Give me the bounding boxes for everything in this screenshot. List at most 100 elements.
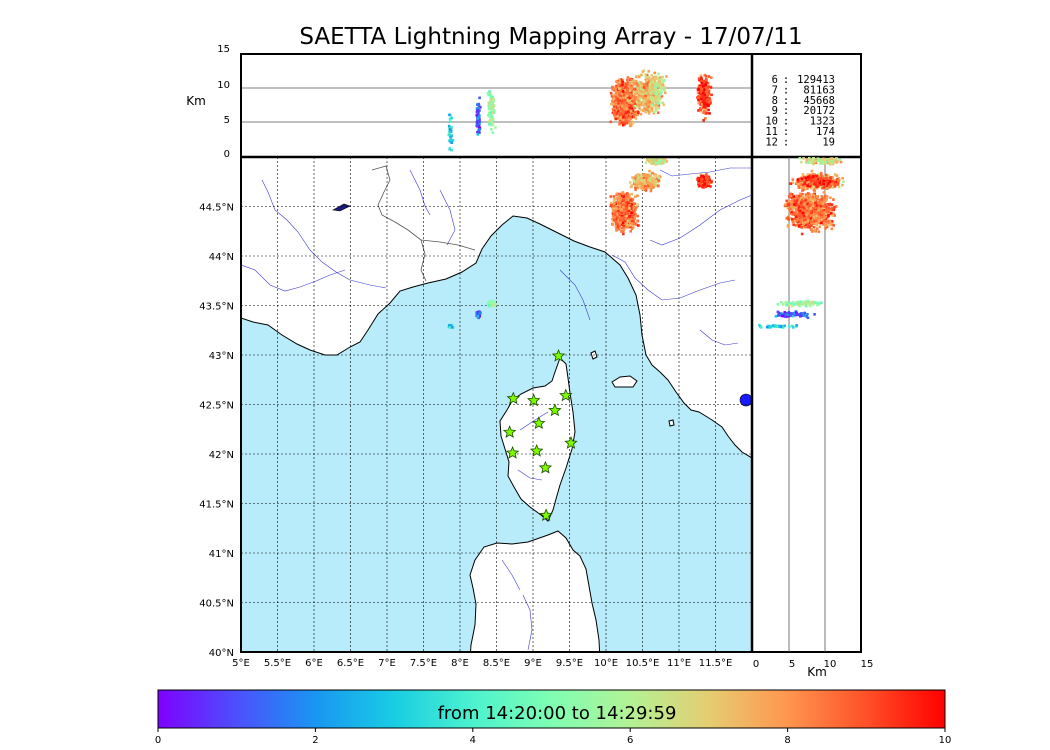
lightning-source bbox=[812, 158, 815, 161]
lightning-source bbox=[653, 181, 656, 184]
lightning-source bbox=[704, 83, 707, 87]
lightning-source bbox=[702, 84, 706, 87]
lightning-source bbox=[697, 87, 701, 91]
lightning-source bbox=[820, 174, 823, 178]
lightning-source bbox=[801, 209, 804, 213]
lightning-source bbox=[823, 210, 826, 214]
lightning-source bbox=[487, 301, 491, 305]
lightning-source bbox=[701, 85, 704, 88]
lightning-source bbox=[820, 209, 823, 213]
lightning-source bbox=[655, 103, 658, 107]
lightning-source bbox=[614, 98, 617, 102]
lightning-source bbox=[628, 112, 632, 116]
lightning-source bbox=[802, 188, 806, 191]
lightning-source bbox=[801, 211, 805, 215]
station-star-icon bbox=[551, 348, 566, 362]
lightning-source bbox=[622, 115, 625, 119]
lightning-source bbox=[634, 186, 637, 190]
lightning-source bbox=[825, 195, 829, 198]
lightning-source bbox=[626, 99, 630, 102]
lightning-source bbox=[820, 200, 823, 203]
lightning-source bbox=[621, 201, 625, 205]
lightning-source bbox=[707, 75, 711, 78]
lon-tick-label: 10.5°E bbox=[626, 658, 660, 669]
altitude-tick-10: 10 bbox=[217, 80, 230, 91]
lightning-source bbox=[704, 103, 708, 106]
lightning-source bbox=[657, 72, 660, 76]
lightning-source bbox=[841, 183, 844, 187]
lightning-source bbox=[802, 202, 806, 205]
lightning-source bbox=[619, 94, 622, 98]
lightning-source bbox=[647, 159, 651, 163]
lightning-source bbox=[805, 209, 809, 213]
lightning-source bbox=[648, 106, 652, 110]
lightning-source bbox=[823, 185, 826, 189]
lightning-source bbox=[810, 173, 814, 176]
lightning-source bbox=[615, 201, 619, 204]
lightning-source bbox=[628, 181, 632, 184]
lightning-source bbox=[622, 228, 626, 232]
lightning-source bbox=[629, 206, 633, 209]
lightning-source bbox=[813, 192, 816, 196]
rivers bbox=[241, 167, 752, 651]
lightning-source bbox=[697, 181, 700, 184]
lightning-source bbox=[811, 204, 815, 208]
altitude-lat-sources bbox=[757, 157, 845, 329]
altitude-lon-panel: Km 0 5 10 15 6:1294137:811638:456689:201… bbox=[186, 44, 862, 160]
lightning-source bbox=[642, 88, 645, 92]
lightning-source bbox=[637, 82, 641, 85]
lightning-source bbox=[827, 221, 831, 225]
lightning-source bbox=[626, 219, 630, 222]
lightning-source bbox=[614, 210, 618, 213]
lightning-source bbox=[640, 88, 643, 92]
lightning-source bbox=[615, 90, 619, 94]
lightning-source bbox=[649, 109, 653, 113]
lightning-source bbox=[799, 202, 803, 206]
lightning-source bbox=[616, 109, 620, 113]
lightning-source bbox=[809, 217, 813, 220]
lightning-source bbox=[615, 223, 618, 227]
lightning-source bbox=[647, 178, 650, 182]
lightning-source bbox=[632, 210, 636, 214]
lightning-source bbox=[634, 206, 637, 209]
lightning-source bbox=[609, 120, 613, 124]
lightning-source bbox=[699, 182, 702, 186]
lightning-source bbox=[625, 221, 629, 225]
stats-count: 20172 bbox=[803, 105, 835, 117]
lightning-source bbox=[835, 177, 839, 181]
lightning-source bbox=[821, 161, 825, 164]
lightning-source bbox=[636, 101, 639, 104]
lightning-source bbox=[829, 223, 833, 226]
lightning-source bbox=[797, 186, 801, 189]
lightning-source bbox=[812, 214, 816, 217]
lightning-source bbox=[837, 185, 841, 189]
lightning-source bbox=[806, 220, 810, 224]
lightning-source bbox=[650, 178, 654, 182]
lightning-source bbox=[633, 222, 637, 225]
lightning-source bbox=[701, 100, 705, 104]
lightning-source bbox=[698, 96, 702, 100]
lightning-source bbox=[798, 209, 801, 212]
lightning-source bbox=[792, 223, 796, 227]
altitude-panel-background bbox=[241, 54, 752, 157]
stats-count: 19 bbox=[822, 136, 835, 148]
lightning-source bbox=[785, 217, 788, 220]
lightning-source bbox=[830, 219, 834, 223]
lon-tick-label: 7.5°E bbox=[410, 658, 437, 669]
lightning-source bbox=[448, 120, 452, 124]
lightning-source bbox=[620, 98, 624, 102]
lightning-source bbox=[491, 131, 495, 134]
lightning-source bbox=[815, 214, 819, 218]
lightning-source bbox=[626, 83, 630, 86]
lightning-source bbox=[648, 83, 652, 86]
lightning-source bbox=[654, 106, 658, 110]
lightning-source bbox=[614, 85, 618, 89]
lightning-source bbox=[638, 184, 641, 188]
lightning-source bbox=[636, 186, 640, 190]
lightning-source bbox=[614, 220, 617, 223]
lightning-source bbox=[835, 174, 839, 178]
lightning-source bbox=[804, 193, 808, 196]
lightning-source bbox=[830, 182, 834, 186]
lightning-source bbox=[700, 88, 704, 92]
lightning-source bbox=[795, 213, 799, 217]
